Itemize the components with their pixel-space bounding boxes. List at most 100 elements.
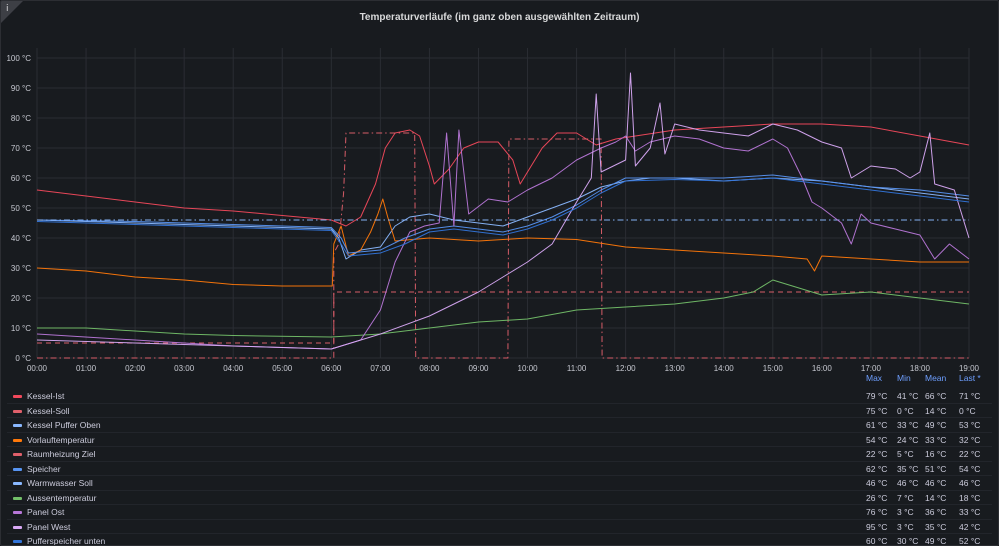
- legend-min-value: 30 °C: [897, 536, 919, 546]
- panel-title[interactable]: Temperaturverläufe (im ganz oben ausgewä…: [359, 12, 640, 23]
- legend-max-value: 26 °C: [866, 492, 888, 503]
- legend-min-value: 3 °C: [897, 521, 914, 532]
- legend-mean-value: 14 °C: [925, 405, 947, 416]
- legend-last-value: 18 °C: [959, 492, 981, 503]
- legend-item[interactable]: Aussentemperatur 26 °C 7 °C 14 °C 18 °C: [1, 491, 998, 505]
- legend-min-value: 5 °C: [897, 449, 914, 459]
- legend-last-value: 0 °C: [959, 405, 976, 416]
- legend-mean-value: 35 °C: [925, 521, 947, 532]
- legend-swatch: [13, 496, 22, 500]
- x-tick-label: 19:00: [959, 364, 980, 373]
- legend-min-value: 35 °C: [897, 463, 919, 474]
- legend-item[interactable]: Panel West 95 °C 3 °C 35 °C 42 °C: [1, 520, 998, 534]
- x-tick-label: 04:00: [223, 364, 244, 373]
- legend-row-divider: [7, 475, 992, 476]
- x-tick-label: 00:00: [27, 364, 48, 373]
- legend-item[interactable]: Panel Ost 76 °C 3 °C 36 °C 33 °C: [1, 505, 998, 520]
- legend-swatch: [13, 424, 22, 427]
- y-tick-label: 80 °C: [11, 114, 31, 123]
- line-chart[interactable]: 0 °C 10 °C 20 °C 30 °C 40 °C 50 °C 60 °C 70 °C 8…: [1, 1, 998, 373]
- legend-header-last[interactable]: Last *: [959, 373, 981, 383]
- legend-min-value: 46 °C: [897, 478, 919, 488]
- y-tick-label: 90 °C: [11, 84, 31, 93]
- y-tick-label: 70 °C: [11, 144, 31, 153]
- legend-mean-value: 46 °C: [925, 478, 947, 488]
- legend-last-value: 32 °C: [959, 434, 981, 445]
- legend-item[interactable]: Raumheizung Ziel 22 °C 5 °C 16 °C 22 °C: [1, 447, 998, 462]
- legend-max-value: 62 °C: [866, 463, 888, 474]
- legend-series-name[interactable]: Warmwasser Soll: [27, 478, 93, 488]
- legend-max-value: 79 °C: [866, 391, 888, 401]
- legend-last-value: 22 °C: [959, 449, 981, 459]
- legend-row-divider: [7, 489, 992, 491]
- legend-mean-value: 51 °C: [925, 463, 947, 474]
- y-tick-label: 10 °C: [11, 324, 31, 333]
- legend-row-divider: [7, 417, 992, 418]
- legend-last-value: 71 °C: [959, 391, 981, 401]
- legend-swatch: [13, 453, 22, 456]
- x-tick-label: 05:00: [272, 364, 293, 373]
- x-tick-label: 03:00: [174, 364, 195, 373]
- legend-last-value: 54 °C: [959, 463, 981, 474]
- legend-swatch: [13, 409, 22, 413]
- x-tick-label: 15:00: [763, 364, 784, 373]
- legend-mean-value: 49 °C: [925, 420, 947, 430]
- legend-min-value: 33 °C: [897, 420, 919, 430]
- legend-row-divider: [7, 533, 992, 534]
- legend-series-name[interactable]: Aussentemperatur: [27, 492, 97, 503]
- y-tick-label: 100 °C: [6, 54, 31, 63]
- legend-mean-value: 66 °C: [925, 391, 947, 401]
- x-tick-label: 16:00: [812, 364, 833, 373]
- legend-max-value: 60 °C: [866, 536, 888, 546]
- panel-info-corner[interactable]: [1, 1, 23, 23]
- legend-max-value: 95 °C: [866, 521, 888, 532]
- legend-series-name[interactable]: Panel West: [27, 521, 71, 532]
- legend-row-divider: [7, 518, 992, 520]
- x-tick-label: 14:00: [714, 364, 735, 373]
- legend-item[interactable]: Speicher 62 °C 35 °C 51 °C 54 °C: [1, 462, 998, 476]
- legend-series-name[interactable]: Vorlauftemperatur: [27, 434, 95, 445]
- x-tick-label: 11:00: [567, 364, 587, 373]
- legend-item[interactable]: Warmwasser Soll 46 °C 46 °C 46 °C 46 °C: [1, 476, 998, 491]
- y-tick-label: 30 °C: [11, 264, 31, 273]
- legend-last-value: 46 °C: [959, 478, 981, 488]
- legend-series-name[interactable]: Kessel Puffer Oben: [27, 420, 101, 430]
- y-tick-label: 0 °C: [15, 354, 31, 363]
- legend-item[interactable]: Vorlauftemperatur 54 °C 24 °C 33 °C 32 °C: [1, 433, 998, 447]
- series-line-8: [36, 129, 970, 350]
- legend-series-name[interactable]: Panel Ost: [27, 507, 65, 517]
- legend-series-name[interactable]: Kessel-Ist: [27, 391, 65, 401]
- legend-series-name[interactable]: Speicher: [27, 463, 61, 474]
- legend-item[interactable]: Kessel-Soll 75 °C 0 °C 14 °C 0 °C: [1, 404, 998, 418]
- legend-last-value: 52 °C: [959, 536, 981, 546]
- series-line-3: [36, 198, 969, 287]
- legend-min-value: 3 °C: [897, 507, 914, 517]
- legend-mean-value: 14 °C: [925, 492, 947, 503]
- legend-header-max[interactable]: Max: [866, 373, 883, 383]
- legend-max-value: 46 °C: [866, 478, 888, 488]
- x-tick-label: 18:00: [910, 364, 931, 373]
- x-tick-label: 13:00: [665, 364, 686, 373]
- legend-item[interactable]: Kessel-Ist 79 °C 41 °C 66 °C 71 °C: [1, 389, 998, 404]
- x-tick-label: 17:00: [861, 364, 882, 373]
- info-icon[interactable]: i: [6, 4, 9, 14]
- legend-header-mean[interactable]: Mean: [925, 373, 947, 383]
- legend-mean-value: 49 °C: [925, 536, 947, 546]
- x-tick-label: 08:00: [419, 364, 440, 373]
- x-tick-label: 10:00: [518, 364, 539, 373]
- legend-series-name[interactable]: Pufferspeicher unten: [27, 536, 106, 546]
- x-tick-label: 12:00: [616, 364, 637, 373]
- legend-item[interactable]: Pufferspeicher unten 60 °C 30 °C 49 °C 52 °C: [1, 534, 998, 546]
- series-line-0: [36, 123, 970, 227]
- legend-item[interactable]: Kessel Puffer Oben 61 °C 33 °C 49 °C 53 °C: [1, 418, 998, 433]
- legend-header-min[interactable]: Min: [897, 373, 911, 383]
- legend-row-divider: [7, 431, 992, 433]
- legend-row-divider: [7, 402, 992, 404]
- legend-series-name[interactable]: Kessel-Soll: [27, 405, 70, 416]
- legend-min-value: 7 °C: [897, 492, 914, 503]
- legend-series-name[interactable]: Raumheizung Ziel: [27, 449, 96, 459]
- legend-row-divider: [7, 504, 992, 505]
- y-tick-label: 20 °C: [11, 294, 31, 303]
- legend-mean-value: 33 °C: [925, 434, 947, 445]
